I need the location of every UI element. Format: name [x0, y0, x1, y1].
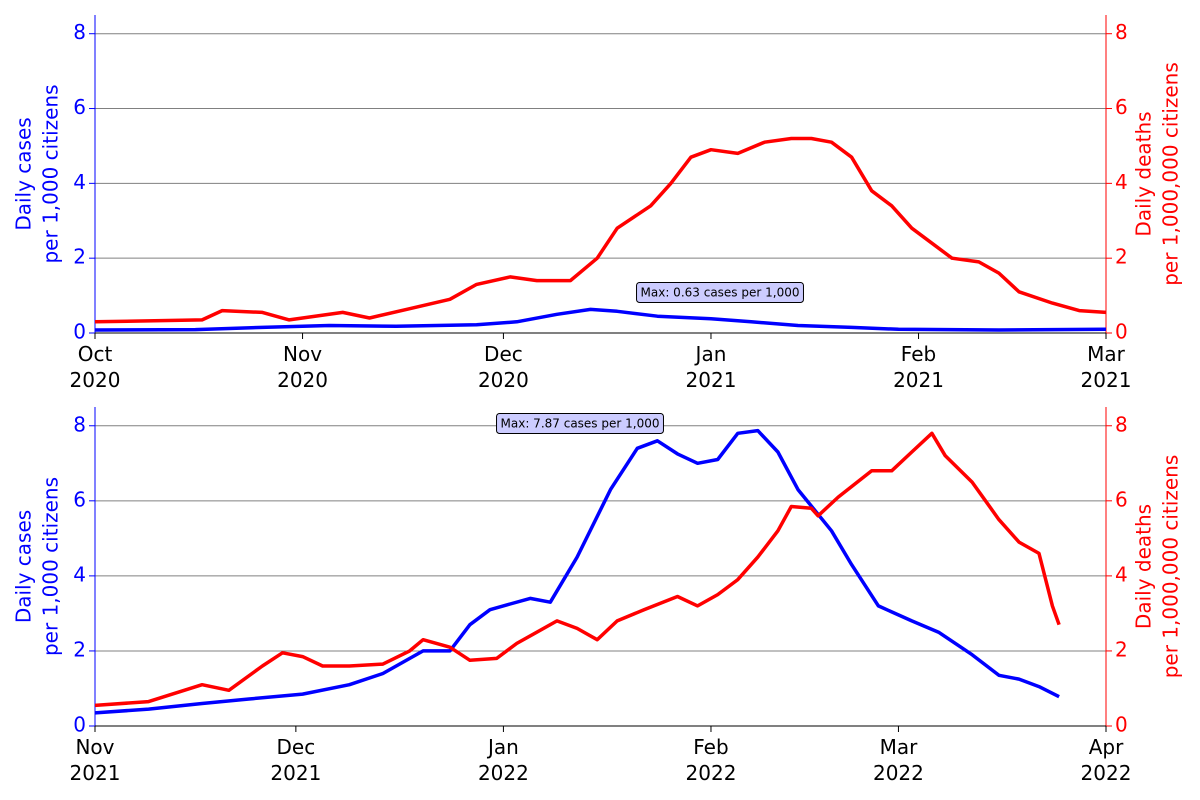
axis-label: Daily deaths: [1132, 111, 1156, 236]
axis-label: per 1,000 citizens: [39, 477, 63, 656]
y2-tick-label: 2: [1115, 245, 1128, 269]
axis-label: per 1,000,000 citizens: [1159, 62, 1183, 286]
axis-label: per 1,000,000 citizens: [1159, 455, 1183, 679]
y-tick-label: 0: [73, 713, 86, 737]
axis-label: per 1,000 citizens: [39, 84, 63, 263]
annotation-box: [636, 282, 804, 303]
y2-tick-label: 0: [1115, 713, 1128, 737]
y-tick-label: 4: [73, 562, 86, 586]
y2-tick-label: 6: [1115, 487, 1128, 511]
x-tick-label: Jan 2022: [477, 735, 529, 785]
y2-tick-label: 8: [1115, 20, 1128, 44]
y-tick-label: 8: [73, 412, 86, 436]
y-tick-label: 6: [73, 95, 86, 119]
y2-tick-label: 2: [1115, 637, 1128, 661]
axis-label: Daily deaths: [1132, 504, 1156, 629]
y-tick-label: 0: [73, 320, 86, 344]
annotation-text: Max: 0.63 cases per 1,000: [641, 286, 800, 300]
x-tick-label: Dec 2021: [270, 735, 322, 785]
line: [94, 307, 1107, 332]
x-tick-label: Nov 2020: [277, 342, 328, 392]
x-tick-label: Mar 2021: [1080, 342, 1132, 392]
y-tick-label: 2: [73, 637, 86, 661]
axis-label: Daily cases: [12, 117, 36, 230]
line: [94, 431, 1061, 708]
line: [94, 428, 1060, 715]
y-tick-label: 4: [73, 170, 86, 194]
x-tick-label: Oct 2020: [69, 342, 121, 392]
y2-tick-label: 8: [1115, 412, 1128, 436]
y-tick-label: 6: [73, 487, 86, 511]
annotation-text: Max: 7.87 cases per 1,000: [501, 417, 660, 431]
x-tick-label: Dec 2020: [477, 342, 529, 392]
y2-tick-label: 0: [1115, 320, 1128, 344]
x-tick-label: Jan 2021: [685, 342, 737, 392]
x-tick-label: Apr 2022: [1080, 735, 1132, 785]
y2-tick-label: 4: [1115, 562, 1128, 586]
y2-tick-label: 4: [1115, 170, 1128, 194]
y-tick-label: 2: [73, 245, 86, 269]
y-tick-label: 8: [73, 20, 86, 44]
x-tick-label: Feb 2022: [685, 735, 737, 785]
annotation: Max: 7.87 cases per 1,000: [496, 413, 664, 434]
x-tick-label: Mar 2022: [872, 735, 924, 785]
axis-label: Daily cases: [12, 510, 36, 623]
x-tick-label: Nov 2021: [69, 735, 121, 785]
line: [94, 136, 1107, 324]
x-tick-label: Feb 2021: [893, 342, 944, 392]
annotation-box: [496, 413, 664, 434]
annotation: Max: 0.63 cases per 1,000: [636, 282, 804, 303]
y2-tick-label: 6: [1115, 95, 1128, 119]
